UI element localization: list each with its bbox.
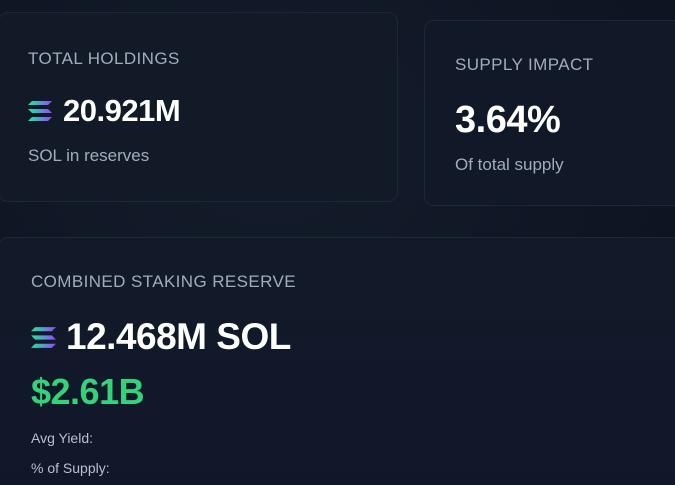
supply-impact-card: SUPPLY IMPACT 3.64% Of total supply (424, 20, 675, 206)
solana-logo-icon (28, 101, 52, 121)
supply-impact-caption: Of total supply (455, 155, 564, 174)
pct-supply-label: % of Supply: (31, 460, 110, 476)
total-holdings-caption: SOL in reserves (28, 146, 150, 165)
total-holdings-amount: 20.921M (63, 93, 181, 128)
staking-reserve-amount: 12.468M SOL (66, 316, 291, 357)
supply-impact-title: SUPPLY IMPACT (455, 55, 594, 74)
total-holdings-title: TOTAL HOLDINGS (28, 49, 180, 68)
staking-reserve-usd-value: $2.61B (31, 371, 145, 412)
staking-reserve-title: COMBINED STAKING RESERVE (31, 272, 296, 291)
supply-impact-value: 3.64% (455, 99, 561, 141)
total-holdings-card: TOTAL HOLDINGS 20.921M SOL in reserves (0, 12, 398, 202)
avg-yield-label: Avg Yield: (31, 430, 94, 446)
staking-reserve-card: COMBINED STAKING RESERVE 12.468M SOL $2.… (0, 237, 675, 485)
solana-logo-icon (31, 327, 56, 348)
